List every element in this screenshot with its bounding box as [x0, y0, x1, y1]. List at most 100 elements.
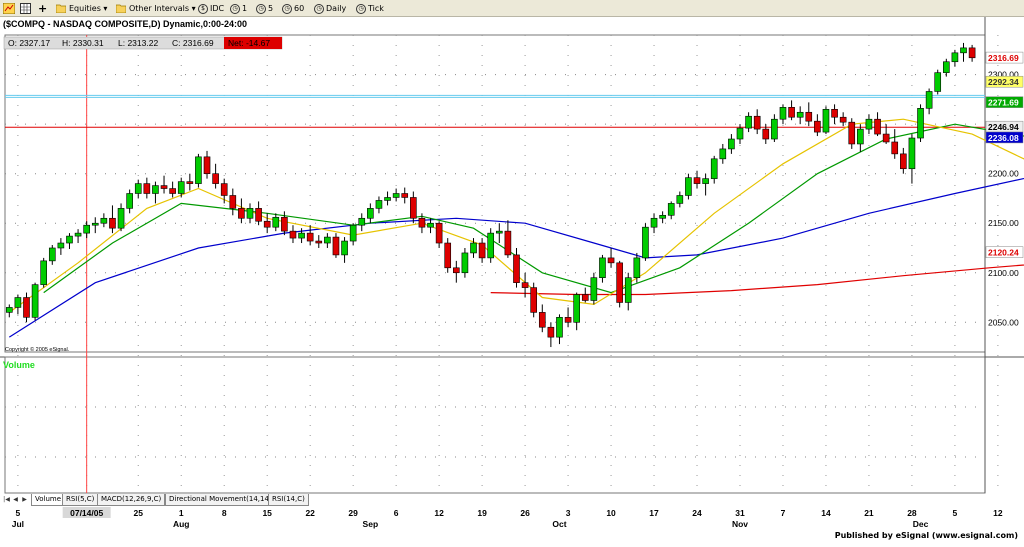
candle-body: [306, 232, 314, 242]
candle: [900, 147, 907, 174]
chart-area[interactable]: 2050.002100.002150.002200.002250.002300.…: [0, 17, 1024, 543]
candle-body: [427, 222, 434, 228]
candle: [246, 203, 254, 224]
x-tick-label: 28: [907, 508, 917, 518]
daily-button[interactable]: ◷ Daily: [314, 3, 346, 14]
candle-body: [91, 222, 99, 226]
candle-body: [401, 193, 409, 198]
candle-body: [513, 254, 520, 283]
cursor-date-label: 07/14/05: [70, 508, 103, 518]
clock-icon: ◷: [282, 3, 292, 14]
tab-rsi-5[interactable]: RSI(5,C): [62, 494, 99, 506]
tab-macd[interactable]: MACD(12,26,9,C): [97, 494, 166, 506]
candle-body: [220, 183, 228, 196]
candle-body: [478, 242, 486, 259]
candle: [470, 238, 477, 258]
candle-body: [324, 236, 331, 244]
candle: [564, 307, 572, 328]
candle-body: [934, 72, 942, 92]
candle: [796, 106, 804, 125]
candle-body: [298, 232, 305, 239]
x-tick-label: 17: [649, 508, 659, 518]
candle-body: [702, 178, 709, 184]
candle: [255, 201, 262, 226]
candle: [349, 223, 357, 246]
grid-icon[interactable]: [20, 3, 31, 14]
folder-icon: [116, 4, 126, 13]
candle: [831, 104, 838, 125]
candle-body: [736, 127, 744, 140]
ma-red-line: [490, 264, 1024, 296]
candle-body: [470, 242, 477, 254]
candle: [435, 221, 443, 248]
candle: [453, 260, 460, 283]
candle: [650, 213, 658, 234]
candle: [521, 272, 529, 298]
candle: [659, 211, 666, 224]
candle-body: [968, 47, 976, 59]
candle: [375, 196, 383, 214]
other-intervals-menu[interactable]: Other Intervals ▾: [116, 3, 196, 14]
candle-body: [900, 153, 907, 170]
plus-icon[interactable]: +: [38, 2, 48, 15]
candle: [83, 221, 90, 239]
candle: [14, 294, 22, 315]
chart-icon[interactable]: [2, 2, 16, 15]
daily-label: Daily: [326, 4, 347, 13]
tab-rsi-14[interactable]: RSI(14,C): [268, 494, 309, 506]
next-tab-icon[interactable]: ▶: [22, 496, 27, 503]
tab-directional-movement[interactable]: Directional Movement(14,14): [165, 494, 276, 506]
first-tab-icon[interactable]: |◀: [3, 496, 10, 503]
interval-5-button[interactable]: ◷ 5: [256, 3, 273, 14]
price-label: 2120.24: [988, 248, 1019, 258]
candle-body: [831, 108, 838, 118]
candle-body: [186, 181, 194, 184]
candle: [263, 213, 271, 234]
interval-1-button[interactable]: ◷ 1: [230, 3, 247, 14]
interval-60-button[interactable]: ◷ 60: [282, 3, 304, 14]
candle: [203, 150, 211, 179]
equities-menu[interactable]: Equities ▾: [56, 3, 107, 14]
candle: [384, 191, 391, 206]
interval-60-label: 60: [294, 4, 305, 13]
candle: [771, 114, 778, 142]
candle-body: [14, 297, 22, 308]
idc-button[interactable]: $ IDC: [198, 3, 224, 14]
tick-button[interactable]: ◷ Tick: [356, 3, 384, 14]
price-chart[interactable]: 2050.002100.002150.002200.002250.002300.…: [0, 17, 1024, 543]
candle: [100, 213, 108, 228]
x-tick-label: 14: [821, 508, 831, 518]
candle: [487, 228, 495, 263]
other-intervals-label: Other Intervals: [129, 4, 190, 13]
candle-body: [719, 148, 727, 160]
candle-body: [857, 128, 864, 145]
candle-body: [814, 120, 821, 133]
net-change: Net: -14.67: [228, 38, 270, 48]
candle: [530, 282, 537, 318]
prev-tab-icon[interactable]: ◀: [13, 496, 18, 503]
candle-body: [212, 173, 219, 184]
candle-body: [960, 47, 967, 54]
candle-body: [908, 137, 916, 170]
x-tick-label: 21: [864, 508, 874, 518]
clock-icon: ◷: [230, 3, 240, 14]
candle: [57, 238, 65, 255]
month-label: Dec: [913, 519, 929, 529]
candle: [358, 213, 366, 232]
price-label-box: [985, 96, 1024, 108]
candle-body: [289, 230, 297, 239]
y-tick-label: 2300.00: [988, 70, 1019, 80]
candle-body: [238, 208, 245, 219]
ohlc-close: C: 2316.69: [172, 38, 214, 48]
candle-body: [255, 208, 262, 222]
candle-body: [195, 156, 202, 184]
candle: [195, 153, 202, 188]
tab-volume[interactable]: Volume: [31, 494, 66, 506]
candle: [857, 124, 864, 152]
candle-body: [453, 267, 460, 274]
x-tick-label: 22: [305, 508, 315, 518]
candle: [607, 247, 615, 268]
candle: [5, 304, 13, 318]
candle: [74, 229, 82, 244]
candle: [315, 235, 323, 248]
